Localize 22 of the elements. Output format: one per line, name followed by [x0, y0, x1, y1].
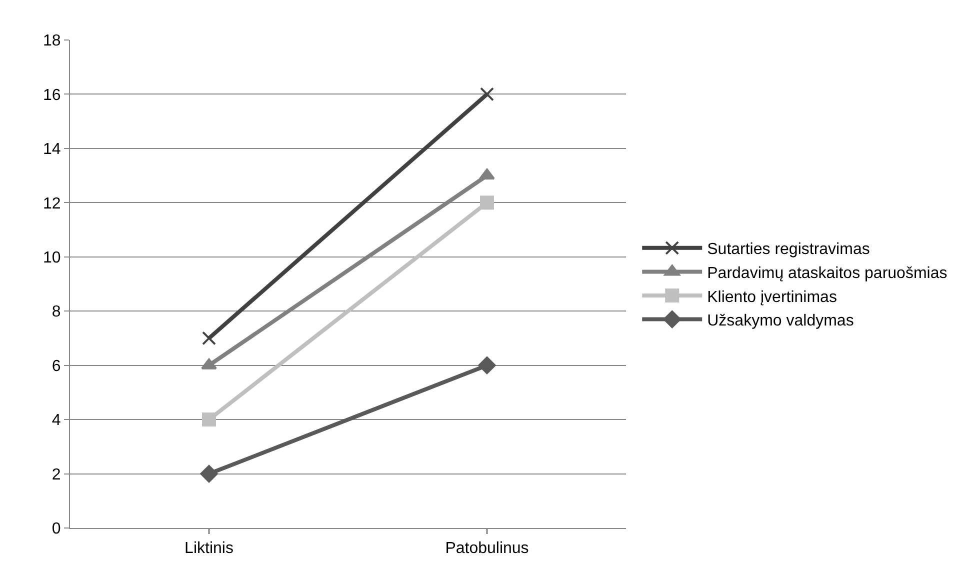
y-tick-label: 8 — [52, 304, 61, 321]
y-tick-label: 4 — [52, 412, 61, 430]
point — [480, 196, 494, 210]
x-tick-label: Liktinis — [184, 540, 234, 558]
y-tick-label: 6 — [52, 358, 61, 375]
y-tick-label: 2 — [52, 466, 61, 484]
y-tick-label: 10 — [43, 249, 61, 266]
point — [200, 464, 218, 483]
y-tick-label: 0 — [52, 520, 61, 538]
legend-label: Sutarties registravimas — [707, 241, 870, 258]
point — [202, 331, 216, 346]
y-tick-label: 14 — [43, 141, 61, 158]
legend-label: Pardavimų ataskaitos paruošmias — [707, 264, 948, 282]
legend-label: Užsakymo valdymas — [707, 312, 854, 330]
point — [480, 87, 494, 102]
point — [202, 412, 216, 427]
point — [478, 356, 496, 374]
y-tick-label: 12 — [43, 195, 61, 212]
x-tick-label: Patobulinus — [445, 540, 529, 558]
y-tick-label: 18 — [43, 32, 61, 50]
y-tick-label: 16 — [43, 86, 61, 104]
legend-label: Kliento įvertinimas — [707, 288, 837, 306]
